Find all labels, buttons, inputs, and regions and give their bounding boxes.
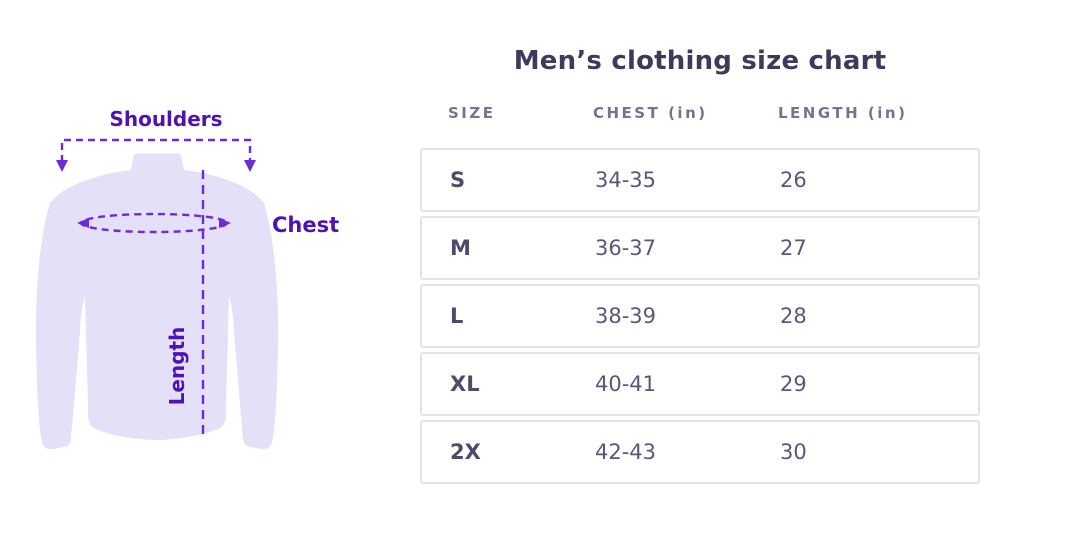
cell-length: 28 xyxy=(780,304,807,328)
header-chest: CHEST (in) xyxy=(593,104,708,122)
length-label: Length xyxy=(165,327,189,406)
cell-size: 2X xyxy=(450,440,481,464)
table-header-row: SIZE CHEST (in) LENGTH (in) xyxy=(420,104,980,122)
cell-length: 26 xyxy=(780,168,807,192)
table-row: XL 40-41 29 xyxy=(420,352,980,416)
table-row: L 38-39 28 xyxy=(420,284,980,348)
table-row: M 36-37 27 xyxy=(420,216,980,280)
cell-chest: 40-41 xyxy=(595,372,657,396)
cell-chest: 42-43 xyxy=(595,440,657,464)
shirt-silhouette xyxy=(35,153,279,450)
size-chart-panel: Men’s clothing size chart SIZE CHEST (in… xyxy=(420,46,980,488)
cell-size: S xyxy=(450,168,466,192)
table-row: 2X 42-43 30 xyxy=(420,420,980,484)
shirt-measurement-diagram: Shoulders Chest Length xyxy=(35,107,339,450)
shoulders-label: Shoulders xyxy=(109,107,222,131)
cell-length: 27 xyxy=(780,236,807,260)
chest-arrow-right-icon xyxy=(219,218,231,228)
shoulders-bracket-line xyxy=(60,138,252,162)
cell-chest: 34-35 xyxy=(595,168,657,192)
cell-chest: 36-37 xyxy=(595,236,657,260)
cell-size: XL xyxy=(450,372,480,396)
shoulders-arrow-left-icon xyxy=(56,160,68,172)
header-size: SIZE xyxy=(448,104,496,122)
chest-arrow-left-icon xyxy=(77,218,89,228)
header-length: LENGTH (in) xyxy=(778,104,908,122)
cell-size: L xyxy=(450,304,464,328)
shoulders-arrow-right-icon xyxy=(244,160,256,172)
cell-chest: 38-39 xyxy=(595,304,657,328)
chest-label: Chest xyxy=(272,213,339,237)
cell-length: 30 xyxy=(780,440,807,464)
page-title: Men’s clothing size chart xyxy=(513,46,887,76)
table-body: S 34-35 26 M 36-37 27 L 38-39 28 XL 40-4… xyxy=(420,148,980,484)
cell-size: M xyxy=(450,236,471,260)
cell-length: 29 xyxy=(780,372,807,396)
table-row: S 34-35 26 xyxy=(420,148,980,212)
